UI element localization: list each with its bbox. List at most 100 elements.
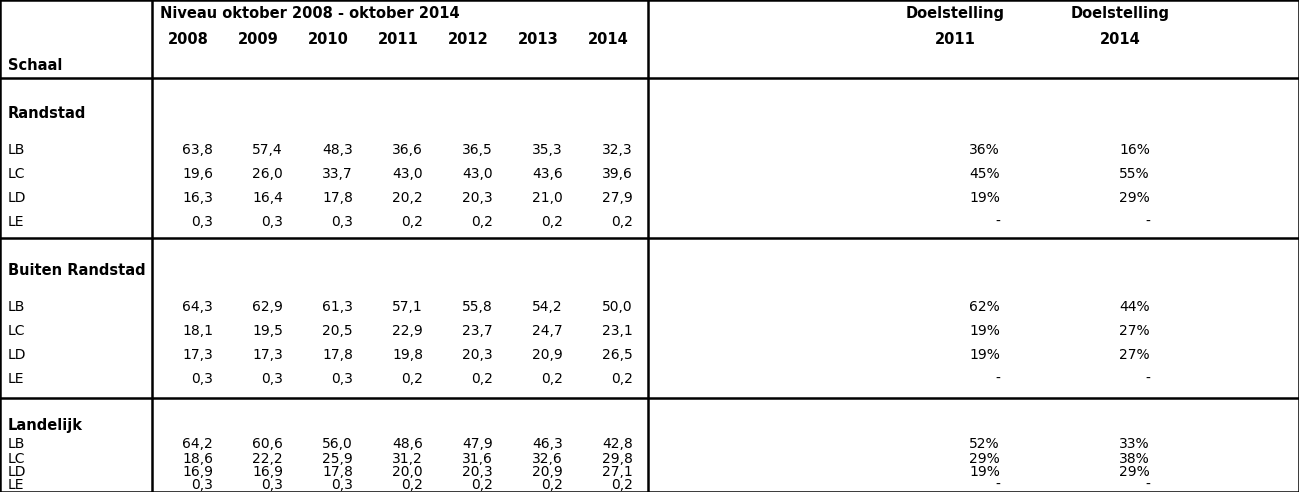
Text: 29%: 29%: [969, 452, 1000, 466]
Text: 17,3: 17,3: [182, 348, 213, 362]
Text: 29%: 29%: [1120, 191, 1150, 205]
Text: 26,0: 26,0: [252, 167, 283, 181]
Text: 20,9: 20,9: [533, 348, 562, 362]
Text: 45%: 45%: [969, 167, 1000, 181]
Text: 43,0: 43,0: [462, 167, 494, 181]
Text: LD: LD: [8, 191, 26, 205]
Text: 36%: 36%: [969, 143, 1000, 157]
Text: 19%: 19%: [969, 348, 1000, 362]
Text: 0,2: 0,2: [472, 215, 494, 229]
Text: LD: LD: [8, 465, 26, 479]
Text: LB: LB: [8, 300, 26, 314]
Text: 2011: 2011: [378, 32, 418, 47]
Text: Buiten Randstad: Buiten Randstad: [8, 263, 145, 278]
Text: 19%: 19%: [969, 465, 1000, 479]
Text: LB: LB: [8, 437, 26, 451]
Text: LB: LB: [8, 143, 26, 157]
Text: 33,7: 33,7: [322, 167, 353, 181]
Text: 57,4: 57,4: [252, 143, 283, 157]
Text: 20,0: 20,0: [392, 465, 423, 479]
Text: 44%: 44%: [1120, 300, 1150, 314]
Text: 55,8: 55,8: [462, 300, 494, 314]
Text: 17,8: 17,8: [322, 191, 353, 205]
Text: 2010: 2010: [308, 32, 348, 47]
Text: 50,0: 50,0: [603, 300, 633, 314]
Text: 36,5: 36,5: [462, 143, 494, 157]
Text: 18,1: 18,1: [182, 324, 213, 338]
Text: 46,3: 46,3: [533, 437, 562, 451]
Text: 43,0: 43,0: [392, 167, 423, 181]
Text: 22,2: 22,2: [252, 452, 283, 466]
Text: 64,3: 64,3: [182, 300, 213, 314]
Text: 20,9: 20,9: [533, 465, 562, 479]
Text: -: -: [995, 372, 1000, 386]
Text: 61,3: 61,3: [322, 300, 353, 314]
Text: Doelstelling: Doelstelling: [1070, 6, 1169, 21]
Text: 0,2: 0,2: [542, 478, 562, 492]
Text: 16,4: 16,4: [252, 191, 283, 205]
Text: -: -: [1146, 215, 1150, 229]
Text: 0,3: 0,3: [331, 478, 353, 492]
Text: 16,3: 16,3: [182, 191, 213, 205]
Text: 33%: 33%: [1120, 437, 1150, 451]
Text: 62%: 62%: [969, 300, 1000, 314]
Text: 16,9: 16,9: [182, 465, 213, 479]
Text: 2014: 2014: [1100, 32, 1141, 47]
Text: -: -: [1146, 372, 1150, 386]
Text: 22,9: 22,9: [392, 324, 423, 338]
Text: 29,8: 29,8: [603, 452, 633, 466]
Text: LC: LC: [8, 167, 26, 181]
Text: 23,7: 23,7: [462, 324, 494, 338]
Text: 63,8: 63,8: [182, 143, 213, 157]
Text: 27%: 27%: [1120, 324, 1150, 338]
Text: 2014: 2014: [587, 32, 629, 47]
Text: 56,0: 56,0: [322, 437, 353, 451]
Text: LE: LE: [8, 478, 25, 492]
Text: 0,3: 0,3: [191, 215, 213, 229]
Text: 26,5: 26,5: [603, 348, 633, 362]
Text: 17,3: 17,3: [252, 348, 283, 362]
Text: 25,9: 25,9: [322, 452, 353, 466]
Text: 2008: 2008: [168, 32, 208, 47]
Text: 64,2: 64,2: [182, 437, 213, 451]
Text: 27,9: 27,9: [603, 191, 633, 205]
Text: Randstad: Randstad: [8, 106, 86, 121]
Text: 60,6: 60,6: [252, 437, 283, 451]
Text: 36,6: 36,6: [392, 143, 423, 157]
Text: 27,1: 27,1: [603, 465, 633, 479]
Text: 29%: 29%: [1120, 465, 1150, 479]
Text: -: -: [995, 478, 1000, 492]
Text: LC: LC: [8, 452, 26, 466]
Text: 19,8: 19,8: [392, 348, 423, 362]
Text: 32,3: 32,3: [603, 143, 633, 157]
Text: 39,6: 39,6: [603, 167, 633, 181]
Text: LD: LD: [8, 348, 26, 362]
Text: 0,2: 0,2: [542, 215, 562, 229]
Text: 57,1: 57,1: [392, 300, 423, 314]
Text: Schaal: Schaal: [8, 58, 62, 73]
Text: 0,3: 0,3: [261, 215, 283, 229]
Text: 18,6: 18,6: [182, 452, 213, 466]
Text: 62,9: 62,9: [252, 300, 283, 314]
Text: 55%: 55%: [1120, 167, 1150, 181]
Text: 24,7: 24,7: [533, 324, 562, 338]
Text: 0,2: 0,2: [472, 372, 494, 386]
Text: 2009: 2009: [238, 32, 278, 47]
Text: 20,2: 20,2: [392, 191, 423, 205]
Text: 0,3: 0,3: [191, 372, 213, 386]
Text: 27%: 27%: [1120, 348, 1150, 362]
Text: 19%: 19%: [969, 191, 1000, 205]
Text: 31,2: 31,2: [392, 452, 423, 466]
Text: 35,3: 35,3: [533, 143, 562, 157]
Text: 0,3: 0,3: [331, 372, 353, 386]
Text: 0,2: 0,2: [611, 478, 633, 492]
Text: 52%: 52%: [969, 437, 1000, 451]
Text: Doelstelling: Doelstelling: [905, 6, 1004, 21]
Text: 43,6: 43,6: [533, 167, 562, 181]
Text: 0,2: 0,2: [611, 215, 633, 229]
Text: 16,9: 16,9: [252, 465, 283, 479]
Text: 0,3: 0,3: [191, 478, 213, 492]
Text: 0,3: 0,3: [331, 215, 353, 229]
Text: LC: LC: [8, 324, 26, 338]
Text: 48,3: 48,3: [322, 143, 353, 157]
